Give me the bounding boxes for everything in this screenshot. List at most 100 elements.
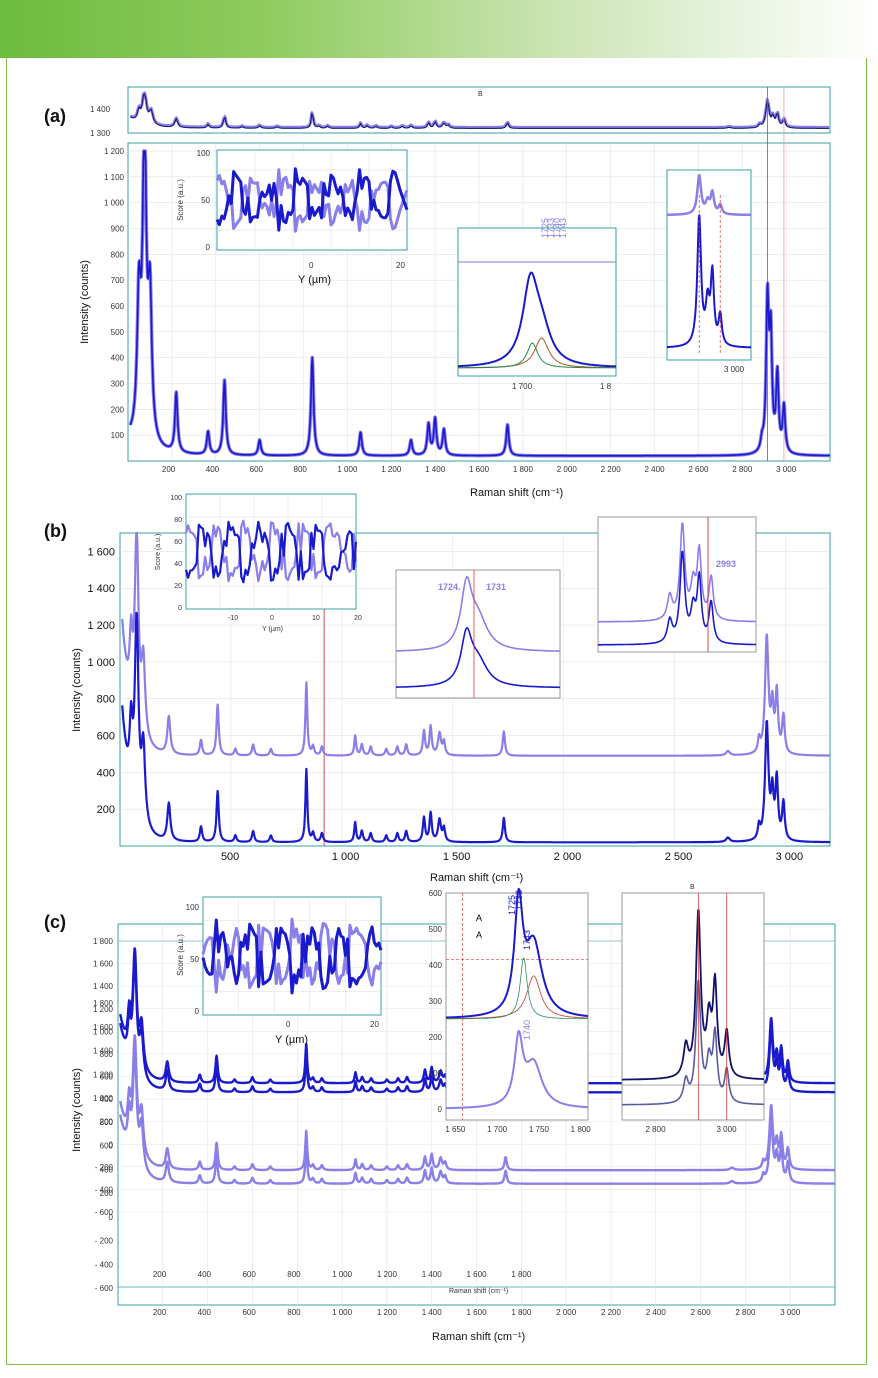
score-series-a	[201, 917, 383, 994]
x-tick-label: 2 000	[556, 1308, 577, 1317]
zoom-series-b	[621, 979, 765, 1106]
y-tick-label: 800	[100, 1050, 114, 1059]
x-tick-label: 800	[287, 1308, 301, 1317]
inset-tick: -10	[228, 615, 238, 622]
series-a	[121, 531, 831, 757]
inset-tick: 200	[429, 1033, 443, 1042]
x-tick-label: 2 400	[645, 465, 666, 474]
x-tick-label: 1 600	[467, 1308, 488, 1317]
peak-label: 1725	[507, 895, 517, 915]
y-tick-label: 1 000	[87, 657, 115, 669]
y-tick-label: 400	[100, 1095, 114, 1104]
inset-ylabel: Score (a.u.)	[155, 534, 162, 571]
x-tick-label: 1 000	[337, 465, 358, 474]
y-tick-label: 1 100	[104, 173, 125, 182]
inset-tick: 40	[174, 561, 182, 568]
x-tick-label: 2 200	[601, 465, 622, 474]
x-tick-label: 200	[162, 465, 176, 474]
series-b	[129, 150, 831, 457]
score-inset	[201, 896, 383, 1016]
inset-tick: 100	[197, 149, 211, 158]
y-tick-label: 1 600	[93, 1023, 114, 1032]
inset-tick: 20	[396, 261, 405, 270]
inset-tick: 20	[354, 615, 362, 622]
panel-label: (b)	[44, 521, 67, 541]
y-tick-label: 1 200	[87, 620, 115, 632]
y-tick-label: 800	[111, 250, 125, 259]
y-tick-label: 200	[111, 405, 125, 414]
x-tick-label: 1 000	[332, 1308, 353, 1317]
score-series-b	[184, 520, 358, 584]
y-tick-label: 1 000	[93, 1094, 114, 1103]
x-tick-label: 3 000	[780, 1308, 801, 1317]
inset-tick: 1 800	[571, 1125, 592, 1134]
inset-tick: 10	[312, 615, 320, 622]
figure-frame	[6, 58, 867, 1365]
x-tick-label: 1 200	[377, 1270, 398, 1279]
score-series-a	[184, 519, 358, 583]
score-series-b	[201, 918, 383, 995]
y-tick-label: 1 800	[93, 999, 114, 1008]
x-tick-label: 2 800	[735, 1308, 756, 1317]
x-tick-label: 800	[294, 465, 308, 474]
y-tick-label: 200	[100, 1118, 114, 1127]
inset-tick: 1 8	[600, 382, 612, 391]
inset-tick: 0	[195, 1007, 200, 1016]
zoom-fit	[446, 957, 588, 1020]
x-tick-label: 400	[198, 1270, 212, 1279]
inset-annotation: A	[476, 930, 482, 940]
y-tick-label: 800	[100, 1118, 114, 1127]
zoom-series-a	[621, 909, 765, 1081]
inset-tick: 1 650	[445, 1125, 466, 1134]
zoom-series-b	[597, 550, 757, 646]
zoom-series-a	[445, 887, 589, 1019]
y-tick-label: 200	[97, 804, 115, 816]
inset-tick: 500	[429, 925, 443, 934]
zoom-inset-frame	[457, 227, 617, 377]
y-tick-label: - 200	[95, 1237, 114, 1246]
y-tick-label: 1 000	[93, 1027, 114, 1036]
peak-label: 1740	[522, 1020, 532, 1040]
x-tick-label: 1 600	[467, 1270, 488, 1279]
score-inset	[184, 493, 358, 610]
tick-label: 1 400	[90, 105, 111, 114]
series-2	[119, 1034, 836, 1172]
zoom-series-b	[396, 627, 560, 689]
y-tick-label: 600	[100, 1073, 114, 1082]
y-tick-label: - 200	[95, 1163, 114, 1172]
x-tick-label: 1 200	[381, 465, 402, 474]
y-tick-label: - 600	[95, 1208, 114, 1217]
y-tick-label: 900	[111, 225, 125, 234]
x-tick-label: 1 000	[332, 851, 360, 863]
peak-label: 2993	[716, 559, 736, 569]
zoom-inset-frame	[621, 892, 765, 1121]
y-tick-label: 800	[97, 694, 115, 706]
x-tick-label: 200	[153, 1270, 167, 1279]
y-tick-label: 1 200	[93, 1005, 114, 1014]
inset-tick: 300	[429, 997, 443, 1006]
inset-tick: 1 750	[529, 1125, 550, 1134]
y-tick-label: 1 000	[104, 199, 125, 208]
y-axis-label: Intensity (counts)	[71, 1068, 83, 1152]
x-tick-label: 400	[198, 1308, 212, 1317]
x-axis-label: Raman shift (cm⁻¹)	[430, 872, 523, 884]
y-tick-label: 500	[111, 328, 125, 337]
inset-tick: 2 800	[646, 1125, 667, 1134]
inset-tick: 60	[174, 539, 182, 546]
x-axis-label: Raman shift (cm⁻¹)	[432, 1331, 525, 1343]
inset-tick: 600	[429, 889, 443, 898]
x-tick-label: 2 600	[688, 465, 709, 474]
inset-tick: 50	[201, 196, 210, 205]
x-tick-label: 1 800	[513, 465, 534, 474]
peak-label: 1733	[514, 890, 524, 910]
x-tick-label: 200	[153, 1308, 167, 1317]
x-tick-label: 3 000	[776, 465, 797, 474]
x-tick-label: 500	[221, 851, 239, 863]
score-inset-frame	[185, 493, 357, 610]
inset-tick: 0	[206, 243, 211, 252]
zoom-series	[666, 214, 752, 349]
y-tick-label: - 400	[95, 1185, 114, 1194]
y-tick-label: 1 400	[87, 583, 115, 595]
zoom-inset-frame	[597, 516, 757, 653]
